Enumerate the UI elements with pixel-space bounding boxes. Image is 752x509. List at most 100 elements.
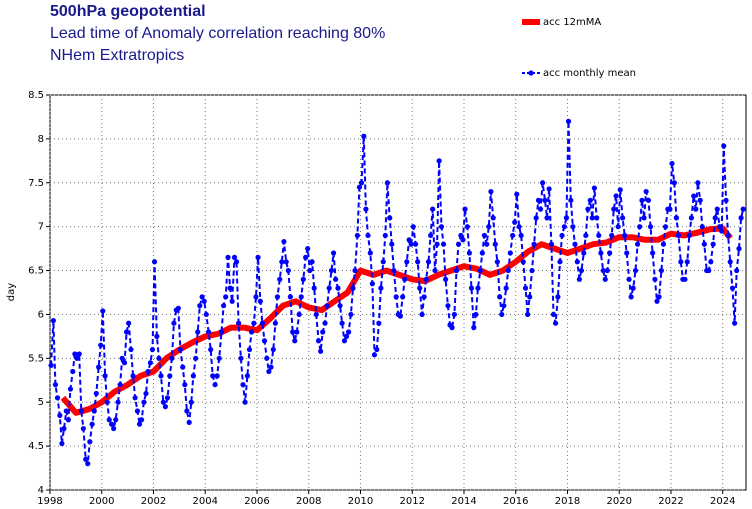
y-tick-label: 6.5 — [28, 266, 44, 277]
data-point — [315, 338, 322, 344]
data-point — [369, 281, 375, 287]
data-point — [522, 285, 529, 291]
data-point — [634, 241, 641, 247]
data-point — [725, 232, 731, 239]
data-point — [520, 259, 526, 265]
data-point — [458, 232, 464, 239]
data-point — [673, 215, 680, 221]
data-point — [188, 399, 194, 405]
data-point — [660, 241, 667, 247]
data-point — [242, 399, 248, 405]
data-point — [622, 232, 628, 239]
data-point — [154, 333, 160, 339]
data-point — [734, 267, 740, 274]
data-point — [662, 224, 669, 230]
data-point — [499, 311, 505, 318]
data-point — [279, 259, 285, 265]
data-point — [238, 355, 244, 361]
x-tick-label: 2016 — [503, 496, 528, 507]
data-point — [423, 276, 429, 282]
data-point — [102, 373, 108, 379]
data-point — [229, 298, 235, 304]
data-point — [632, 267, 639, 274]
data-point — [639, 197, 645, 203]
data-point — [290, 329, 296, 335]
data-point — [160, 399, 166, 405]
data-point — [596, 232, 602, 239]
data-point — [455, 241, 462, 247]
data-point — [108, 421, 115, 427]
data-point — [83, 456, 89, 462]
data-point — [169, 355, 175, 361]
data-point — [432, 267, 438, 274]
data-point — [281, 238, 287, 245]
data-point — [80, 425, 86, 432]
data-point — [98, 342, 104, 348]
y-tick-label: 5 — [38, 397, 44, 408]
data-point — [337, 303, 343, 309]
data-point — [637, 224, 643, 230]
data-point — [182, 382, 188, 388]
data-point — [67, 386, 74, 392]
data-point — [378, 285, 384, 291]
data-point — [326, 285, 332, 291]
data-point — [563, 215, 570, 221]
data-point — [613, 193, 619, 199]
data-point — [462, 206, 468, 212]
data-point — [356, 184, 363, 190]
data-point — [300, 276, 306, 282]
data-point — [699, 224, 705, 230]
data-point — [408, 241, 414, 247]
data-point — [400, 294, 406, 300]
data-point — [546, 186, 552, 192]
data-point — [358, 180, 365, 186]
data-point — [630, 285, 636, 291]
data-point — [732, 320, 738, 326]
data-point — [671, 180, 677, 186]
data-point — [397, 313, 403, 319]
data-point — [719, 228, 725, 234]
data-point — [727, 259, 733, 265]
data-point — [236, 320, 242, 326]
data-point — [591, 185, 597, 191]
data-point — [451, 311, 458, 318]
data-point — [682, 276, 688, 282]
data-point — [333, 276, 339, 282]
data-point — [473, 311, 479, 318]
data-point — [658, 267, 664, 274]
data-point — [684, 259, 690, 265]
series-line — [50, 120, 745, 465]
data-point — [535, 197, 542, 203]
data-point — [311, 285, 317, 291]
data-point — [425, 259, 432, 265]
data-point — [128, 346, 134, 353]
data-point — [96, 364, 102, 370]
data-point — [72, 351, 78, 357]
y-tick-label: 8.5 — [28, 90, 44, 101]
y-tick-label: 7.5 — [28, 178, 44, 189]
y-tick-label: 6 — [38, 309, 44, 320]
data-point — [464, 224, 470, 230]
data-point — [48, 362, 54, 368]
data-point — [654, 298, 660, 304]
x-tick-label: 2022 — [658, 496, 683, 507]
data-point — [438, 224, 445, 230]
data-point — [434, 241, 440, 247]
data-point — [585, 206, 591, 212]
data-point — [345, 329, 352, 335]
data-point — [251, 320, 257, 326]
data-point — [212, 382, 218, 388]
data-point — [393, 294, 399, 300]
data-point — [365, 232, 371, 239]
data-point — [695, 180, 701, 186]
x-tick-label: 2012 — [400, 496, 425, 507]
data-point — [143, 390, 149, 397]
data-point — [158, 373, 164, 379]
data-point — [382, 232, 388, 239]
data-point — [156, 355, 162, 361]
data-point — [203, 311, 209, 318]
data-point — [626, 276, 632, 282]
data-point — [277, 276, 283, 282]
x-tick-label: 2000 — [89, 496, 114, 507]
data-point — [548, 241, 555, 247]
